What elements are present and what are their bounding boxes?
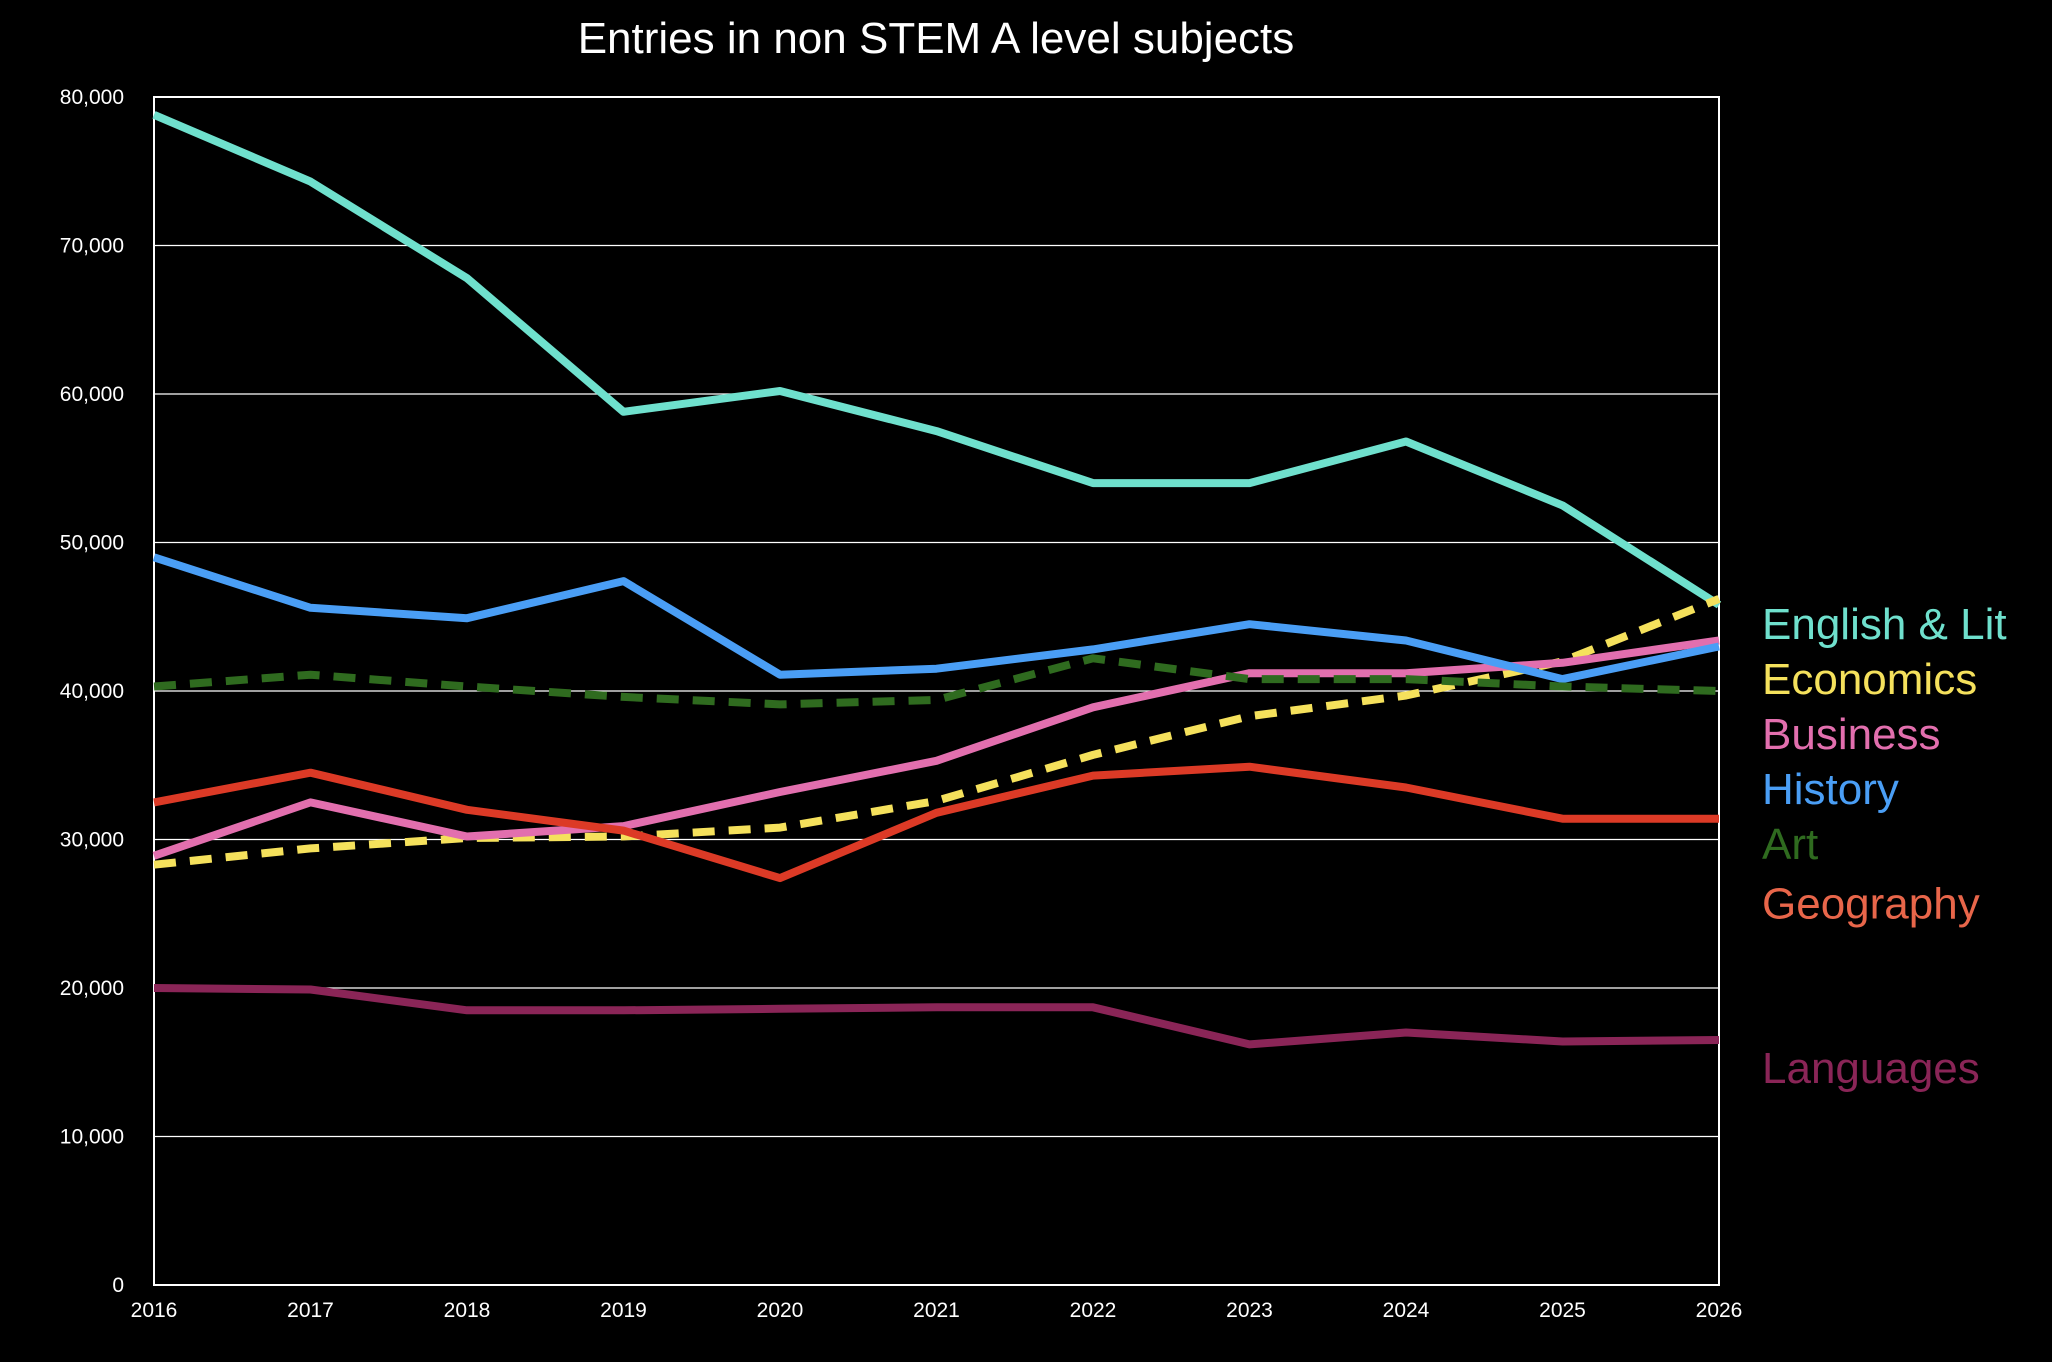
x-tick-label: 2024 <box>1383 1299 1430 1322</box>
legend-label-languages: Languages <box>1762 1044 1980 1093</box>
series-line-geography <box>153 762 1719 883</box>
y-tick-label: 80,000 <box>60 86 124 109</box>
y-tick-label: 0 <box>112 1274 124 1297</box>
series-line-economics <box>153 595 1721 869</box>
chart-title: Entries in non STEM A level subjects <box>577 14 1295 63</box>
series-line-business <box>152 636 1720 860</box>
legend-label-geography: Geography <box>1762 879 1980 928</box>
legend-label-business: Business <box>1762 710 1941 759</box>
x-tick-label: 2023 <box>1226 1299 1273 1322</box>
series-line-art <box>153 654 1720 709</box>
x-tick-label: 2022 <box>1070 1299 1117 1322</box>
series-line-history <box>152 553 1720 684</box>
legend-label-history: History <box>1762 765 1899 814</box>
x-tick-label: 2026 <box>1696 1299 1743 1322</box>
x-tick-label: 2018 <box>444 1299 491 1322</box>
y-tick-label: 30,000 <box>60 829 124 852</box>
y-tick-label: 20,000 <box>60 977 124 1000</box>
legend-label-economics: Economics <box>1762 655 1977 704</box>
y-tick-label: 70,000 <box>60 235 124 258</box>
x-tick-label: 2019 <box>600 1299 647 1322</box>
plot-frame <box>153 96 1720 1286</box>
y-tick-label: 10,000 <box>60 1126 124 1149</box>
x-tick-label: 2021 <box>913 1299 960 1322</box>
y-tick-label: 50,000 <box>60 532 124 555</box>
legend-label-english-lit: English & Lit <box>1762 600 2007 649</box>
series-line-english-lit <box>152 111 1722 609</box>
y-tick-label: 60,000 <box>60 383 124 406</box>
x-tick-label: 2016 <box>131 1299 178 1322</box>
x-tick-label: 2025 <box>1539 1299 1586 1322</box>
legend-label-art: Art <box>1762 820 1818 869</box>
series-line-languages <box>153 984 1720 1049</box>
x-tick-label: 2017 <box>287 1299 334 1322</box>
y-tick-label: 40,000 <box>60 680 124 703</box>
x-tick-label: 2020 <box>757 1299 804 1322</box>
